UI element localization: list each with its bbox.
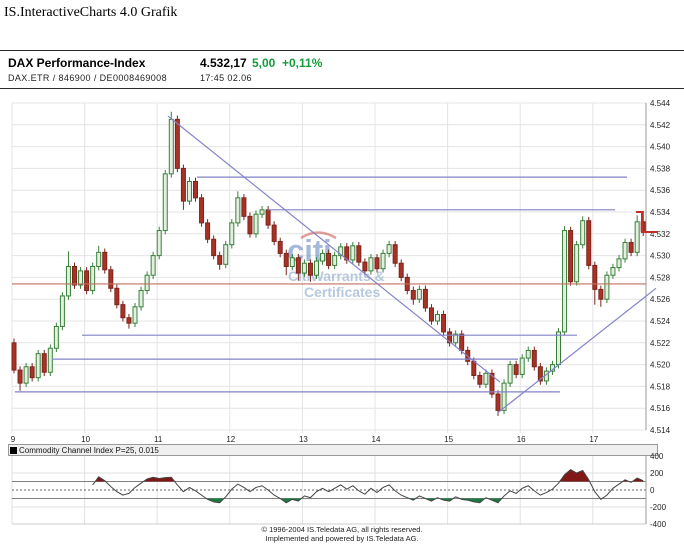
svg-text:4.536: 4.536 [650, 186, 671, 195]
footer: © 1996-2004 IS.Teledata AG, all rights r… [0, 525, 684, 543]
price-change: 5,00 [252, 56, 276, 70]
main-price-chart: 4.514 4.516 4.518 4.520 4.522 4.524 4.526 4.528… [11, 99, 671, 444]
svg-text:4.514: 4.514 [650, 426, 671, 435]
svg-text:4.532: 4.532 [650, 230, 671, 239]
svg-text:4.516: 4.516 [650, 404, 671, 413]
svg-text:4.522: 4.522 [650, 339, 671, 348]
svg-text:0: 0 [650, 486, 655, 495]
footer-powered-by: Implemented and powered by IS.Teledata A… [265, 534, 419, 543]
cci-panel-header: Commodity Channel Index P=25, 0.015 [8, 444, 658, 456]
svg-text:14: 14 [372, 435, 381, 444]
svg-text:Certificates: Certificates [304, 284, 380, 300]
svg-text:16: 16 [517, 435, 526, 444]
instrument-name: DAX Performance-Index [8, 56, 146, 70]
svg-text:17: 17 [589, 435, 598, 444]
price-change-percent: +0,11% [282, 56, 323, 70]
svg-text:400: 400 [650, 452, 664, 461]
cci-panel-label: Commodity Channel Index P=25, 0.015 [19, 445, 159, 455]
svg-text:4.526: 4.526 [650, 295, 671, 304]
svg-text:-400: -400 [650, 520, 667, 529]
svg-text:4.540: 4.540 [650, 143, 671, 152]
window-title: IS.InteractiveCharts 4.0 Grafik [4, 5, 178, 20]
svg-text:13: 13 [299, 435, 308, 444]
cci-indicator-chart: 400 200 0 -200 -400 [11, 452, 667, 529]
svg-text:4.518: 4.518 [650, 382, 671, 391]
last-price: 4.532,17 [200, 56, 247, 70]
symbol-isin-line: DAX.ETR / 846900 / DE0008469008 [8, 73, 167, 83]
svg-text:11: 11 [154, 435, 163, 444]
svg-text:12: 12 [226, 435, 235, 444]
svg-text:4.530: 4.530 [650, 252, 671, 261]
svg-text:4.520: 4.520 [650, 361, 671, 370]
header-divider-bottom [0, 88, 684, 89]
svg-text:4.534: 4.534 [650, 208, 671, 217]
svg-text:4.542: 4.542 [650, 121, 671, 130]
cci-legend-square-icon [10, 446, 17, 454]
svg-text:15: 15 [444, 435, 453, 444]
svg-text:4.538: 4.538 [650, 164, 671, 173]
quote-timestamp: 17:45 02.06 [200, 73, 252, 83]
svg-text:4.524: 4.524 [650, 317, 671, 326]
svg-text:-200: -200 [650, 503, 667, 512]
svg-text:200: 200 [650, 469, 664, 478]
footer-copyright: © 1996-2004 IS.Teledata AG, all rights r… [261, 525, 423, 534]
svg-text:10: 10 [81, 435, 90, 444]
header-divider-top [0, 50, 684, 51]
svg-text:4.544: 4.544 [650, 99, 671, 108]
svg-text:4.528: 4.528 [650, 273, 671, 282]
svg-text:9: 9 [11, 435, 16, 444]
